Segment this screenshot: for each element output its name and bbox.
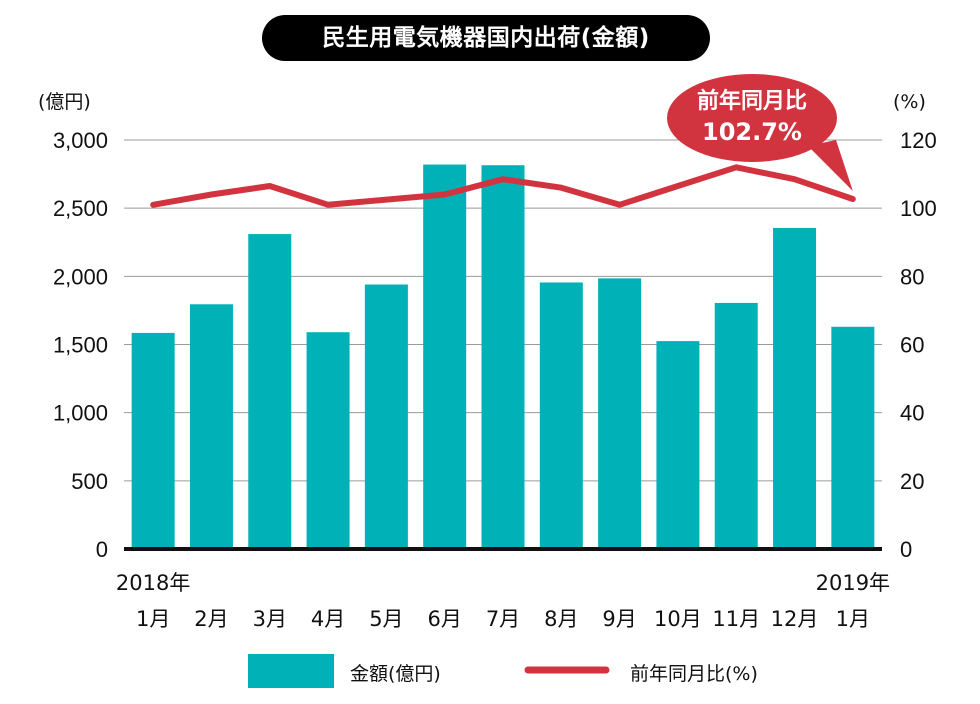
year-label: 2018年 bbox=[116, 571, 190, 595]
bar bbox=[306, 332, 350, 549]
right-tick-label: 120 bbox=[900, 128, 937, 153]
x-tick-label: 5月 bbox=[369, 607, 403, 631]
right-tick-label: 20 bbox=[900, 469, 924, 494]
x-tick-label: 1月 bbox=[836, 607, 870, 631]
x-tick-label: 6月 bbox=[428, 607, 462, 631]
x-tick-label: 1月 bbox=[136, 607, 170, 631]
x-tick-label: 10月 bbox=[654, 607, 702, 631]
legend-line-label: 前年同月比(%) bbox=[630, 663, 758, 685]
x-tick-label: 11月 bbox=[712, 607, 760, 631]
bar bbox=[773, 227, 817, 549]
left-axis-unit: (億円) bbox=[38, 91, 91, 113]
left-tick-label: 2,000 bbox=[53, 264, 108, 289]
left-tick-label: 500 bbox=[71, 469, 108, 494]
callout-line1: 前年同月比 bbox=[697, 88, 807, 114]
x-tick-label: 3月 bbox=[253, 607, 287, 631]
year-label: 2019年 bbox=[816, 571, 890, 595]
bar bbox=[131, 332, 175, 549]
right-axis-unit: (%) bbox=[893, 91, 926, 113]
right-tick-label: 100 bbox=[900, 196, 937, 221]
x-tick-label: 9月 bbox=[602, 607, 636, 631]
x-tick-label: 4月 bbox=[311, 607, 345, 631]
x-tick-label: 12月 bbox=[771, 607, 819, 631]
bar bbox=[831, 326, 875, 549]
bar bbox=[598, 278, 642, 549]
bar bbox=[248, 234, 292, 549]
bar bbox=[189, 304, 233, 549]
left-tick-label: 1,000 bbox=[53, 401, 108, 426]
x-tick-label: 8月 bbox=[544, 607, 578, 631]
bar bbox=[423, 164, 467, 550]
legend-bar-swatch bbox=[248, 654, 334, 688]
bar bbox=[714, 302, 758, 549]
callout-line2: 102.7% bbox=[702, 118, 802, 146]
x-tick-label: 2月 bbox=[194, 607, 228, 631]
x-tick-label: 7月 bbox=[486, 607, 520, 631]
left-tick-label: 0 bbox=[96, 537, 108, 562]
legend-bar-label: 金額(億円) bbox=[350, 663, 441, 685]
callout-pointer bbox=[808, 140, 853, 191]
right-tick-label: 60 bbox=[900, 333, 924, 358]
bar bbox=[364, 284, 408, 549]
chart-title: 民生用電気機器国内出荷(金額) bbox=[262, 15, 710, 61]
callout-bubble bbox=[667, 74, 837, 162]
left-tick-label: 1,500 bbox=[53, 333, 108, 358]
bar bbox=[481, 165, 525, 549]
left-tick-label: 2,500 bbox=[53, 196, 108, 221]
bar bbox=[539, 282, 583, 549]
left-tick-label: 3,000 bbox=[53, 128, 108, 153]
right-tick-label: 80 bbox=[900, 264, 924, 289]
right-tick-label: 0 bbox=[900, 537, 912, 562]
bar bbox=[656, 341, 700, 549]
right-tick-label: 40 bbox=[900, 401, 924, 426]
